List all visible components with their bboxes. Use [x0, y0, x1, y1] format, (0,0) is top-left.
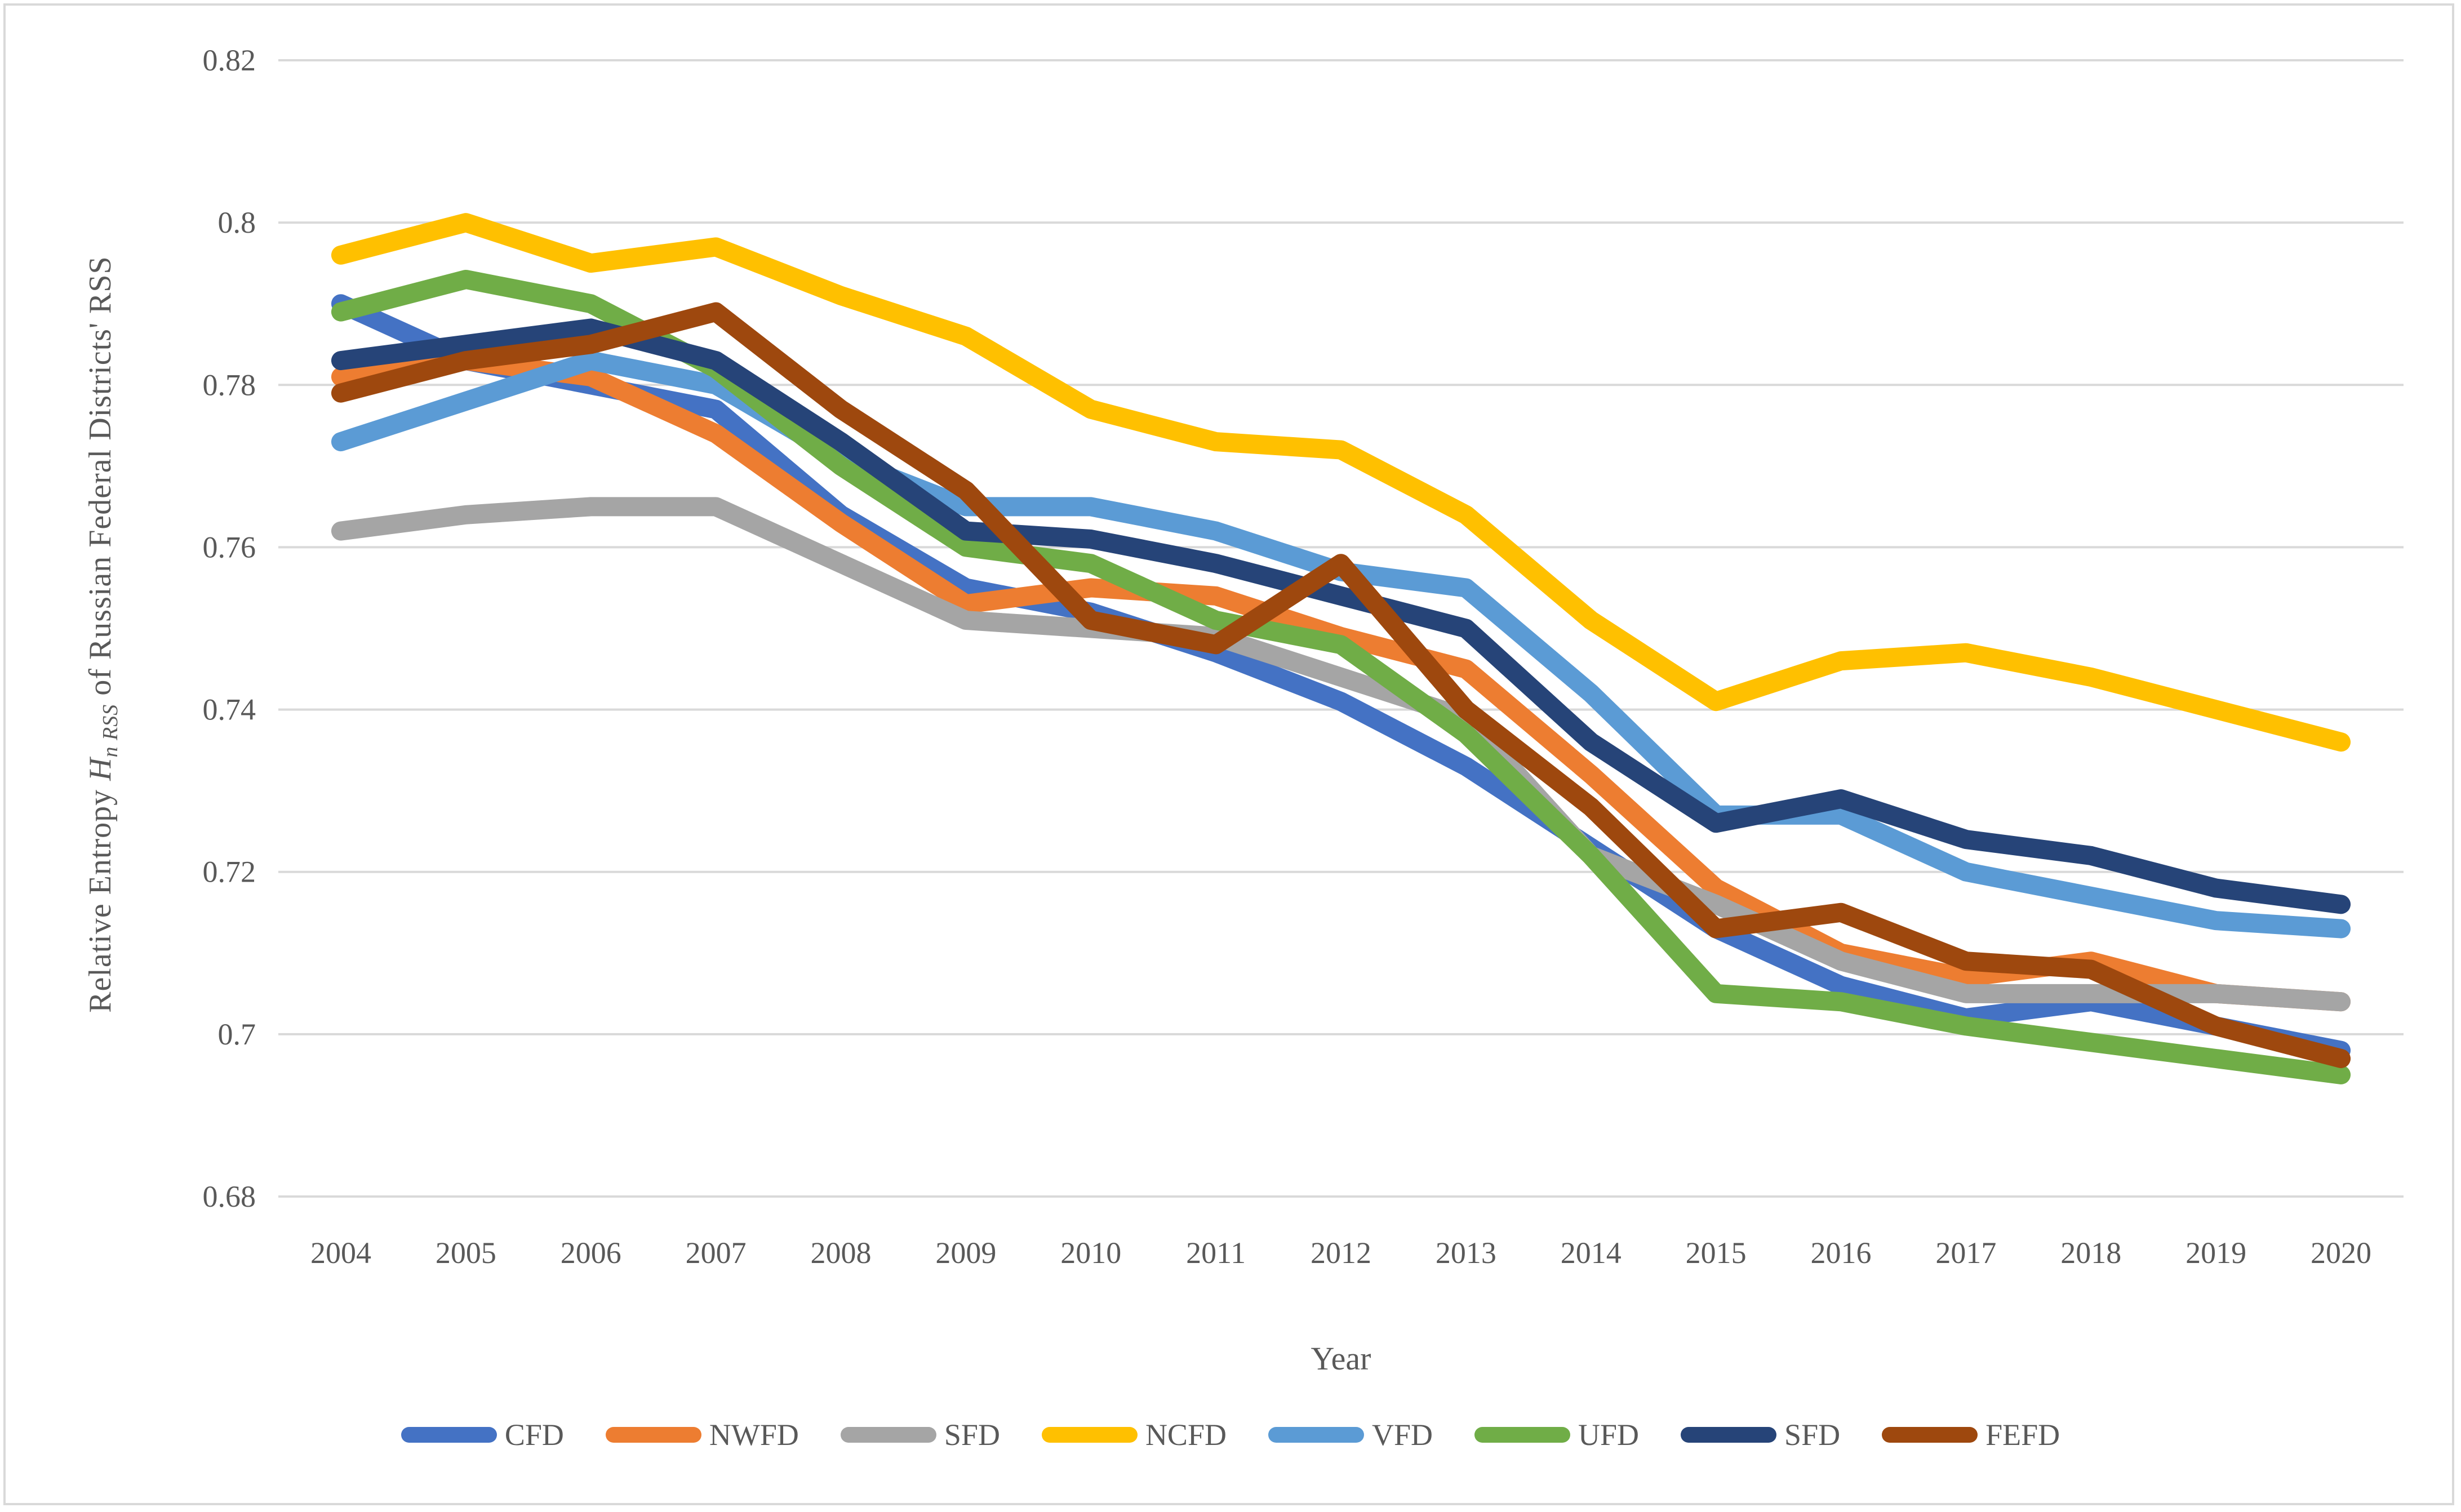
legend-label: NWFD [709, 1418, 799, 1452]
y-tick-label: 0.76 [203, 530, 256, 564]
x-tick-label-2015: 2015 [1686, 1236, 1747, 1270]
y-tick-label: 0.78 [203, 368, 256, 402]
legend-swatch-icon [1681, 1427, 1777, 1443]
legend-swatch-icon [1268, 1427, 1364, 1443]
x-tick-label-2014: 2014 [1561, 1236, 1622, 1270]
chart-frame [3, 3, 2454, 1505]
legend-swatch-icon [401, 1427, 497, 1443]
x-tick-label-2020: 2020 [2311, 1236, 2371, 1270]
series-line-cfd-0 [331, 294, 2351, 1060]
x-tick-label-2016: 2016 [1811, 1236, 1872, 1270]
x-tick-label-2019: 2019 [2185, 1236, 2246, 1270]
series-line-ncfd-3 [331, 213, 2351, 752]
x-tick-label-2006: 2006 [561, 1236, 621, 1270]
legend-swatch-icon [1474, 1427, 1571, 1443]
legend-swatch-icon [1041, 1427, 1138, 1443]
legend: CFD NWFD SFD NCFD VFD UFD SFD FEFD [79, 1417, 2382, 1452]
legend-item-sfd-2: SFD [840, 1417, 1000, 1452]
legend-swatch-icon [605, 1427, 701, 1443]
legend-item-ufd-5: UFD [1474, 1417, 1639, 1452]
legend-item-sfd-6: SFD [1681, 1417, 1840, 1452]
legend-label: UFD [1578, 1418, 1640, 1452]
x-tick-label-2010: 2010 [1060, 1236, 1121, 1270]
legend-item-nwfd-1: NWFD [605, 1417, 799, 1452]
legend-swatch-icon [1882, 1427, 1978, 1443]
x-tick-label-2018: 2018 [2060, 1236, 2121, 1270]
legend-label: SFD [944, 1418, 1000, 1452]
y-axis-title-suffix: of Russian Federal Districts' RSS [82, 256, 118, 704]
legend-label: SFD [1784, 1418, 1841, 1452]
y-tick-label: 0.74 [203, 693, 256, 727]
y-tick-label: 0.68 [203, 1180, 256, 1213]
x-tick-label-2004: 2004 [310, 1236, 371, 1270]
y-axis-title: Relative Entropy Hn RSS of Russian Feder… [82, 37, 123, 1231]
legend-label: FEFD [1985, 1418, 2060, 1452]
y-axis-title-symbol: H [82, 757, 118, 781]
y-tick-label: 0.82 [203, 43, 256, 77]
series-line-fefd-7 [331, 302, 2351, 1069]
x-tick-label-2013: 2013 [1436, 1236, 1496, 1270]
y-tick-label: 0.7 [218, 1017, 256, 1051]
legend-label: NCFD [1145, 1418, 1227, 1452]
legend-item-fefd-7: FEFD [1882, 1417, 2060, 1452]
x-tick-label-2007: 2007 [686, 1236, 747, 1270]
y-axis-title-prefix: Relative Entropy [82, 780, 118, 1013]
x-axis-title: Year [1311, 1340, 1371, 1377]
y-tick-label: 0.8 [218, 206, 256, 239]
x-tick-label-2009: 2009 [935, 1236, 996, 1270]
x-tick-label-2012: 2012 [1311, 1236, 1371, 1270]
legend-item-cfd-0: CFD [401, 1417, 564, 1452]
legend-label: CFD [504, 1418, 564, 1452]
x-tick-label-2011: 2011 [1186, 1236, 1246, 1270]
series-line-sfd-2 [331, 497, 2351, 1012]
x-tick-label-2005: 2005 [436, 1236, 496, 1270]
y-axis-title-subscript: n RSS [99, 704, 123, 758]
y-tick-label: 0.72 [203, 855, 256, 889]
legend-item-ncfd-3: NCFD [1041, 1417, 1227, 1452]
legend-label: VFD [1371, 1418, 1433, 1452]
x-tick-label-2017: 2017 [1935, 1236, 1996, 1270]
x-tick-label-2008: 2008 [810, 1236, 871, 1270]
legend-swatch-icon [840, 1427, 936, 1443]
series-line-sfd-6 [331, 318, 2351, 914]
legend-item-vfd-4: VFD [1268, 1417, 1433, 1452]
